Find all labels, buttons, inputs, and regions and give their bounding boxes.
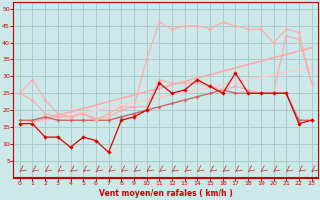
X-axis label: Vent moyen/en rafales ( km/h ): Vent moyen/en rafales ( km/h )	[99, 189, 233, 198]
